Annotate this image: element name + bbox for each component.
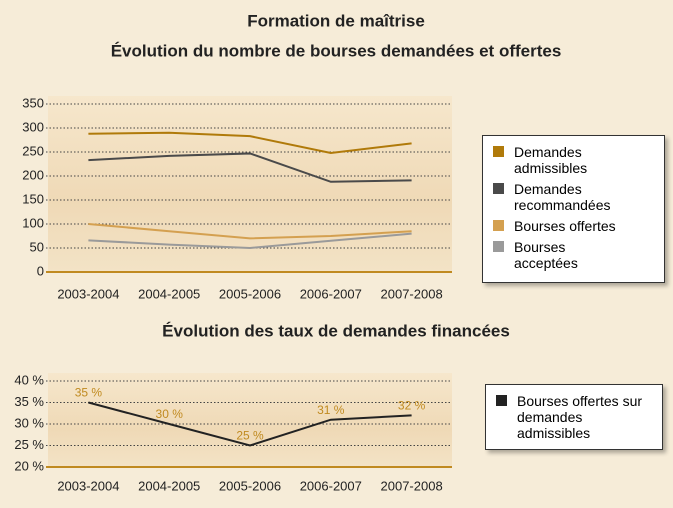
legend-swatch xyxy=(493,241,504,252)
y-tick-label: 50 xyxy=(30,239,44,254)
legend-label: Demandes recommandées xyxy=(514,181,611,213)
line xyxy=(88,232,412,250)
x-tick-label: 2007-2008 xyxy=(381,478,443,493)
legend: Bourses offertes sur demandes admissible… xyxy=(485,384,663,450)
line xyxy=(88,401,412,447)
legend: Demandes admissibles Demandes recommandée… xyxy=(482,135,665,283)
line xyxy=(88,131,412,154)
legend-label: Bourses offertes xyxy=(514,218,616,234)
y-tick-label: 250 xyxy=(22,143,44,158)
legend-label: Bourses offertes sur demandes admissible… xyxy=(517,393,643,441)
legend-label: Bourses acceptées xyxy=(514,239,578,271)
x-tick-label: 2006-2007 xyxy=(300,478,362,493)
x-tick-label: 2004-2005 xyxy=(138,286,200,301)
plot-area xyxy=(48,96,452,272)
data-label: 30 % xyxy=(156,407,184,421)
legend-swatch xyxy=(496,395,507,406)
data-label: 31 % xyxy=(317,403,345,417)
y-tick-label: 40 % xyxy=(14,372,44,387)
x-tick-label: 2005-2006 xyxy=(219,478,281,493)
data-label: 32 % xyxy=(398,399,426,413)
x-tick-label: 2005-2006 xyxy=(219,286,281,301)
legend-item: Bourses offertes xyxy=(491,218,656,234)
line xyxy=(88,152,412,183)
chart-subtitle: Évolution du nombre de bourses demandées… xyxy=(111,41,562,60)
y-tick-label: 100 xyxy=(22,215,44,230)
y-tick-label: 30 % xyxy=(14,415,44,430)
y-tick-label: 200 xyxy=(22,167,44,182)
chart-title: Formation de maîtrise xyxy=(247,11,425,30)
y-tick-label: 20 % xyxy=(14,458,44,473)
line xyxy=(88,223,412,240)
y-tick-label: 150 xyxy=(22,191,44,206)
x-tick-label: 2006-2007 xyxy=(300,286,362,301)
legend-label: Demandes admissibles xyxy=(514,144,588,176)
x-tick-label: 2003-2004 xyxy=(57,286,119,301)
legend-item: Bourses offertes sur demandes admissible… xyxy=(494,393,654,441)
data-label: 35 % xyxy=(75,386,103,400)
chart-title: Évolution des taux de demandes financées xyxy=(162,321,510,340)
legend-item: Demandes recommandées xyxy=(491,181,656,213)
data-label: 25 % xyxy=(236,429,264,443)
legend-swatch xyxy=(493,183,504,194)
x-tick-label: 2004-2005 xyxy=(138,478,200,493)
plot-area xyxy=(48,373,452,467)
legend-swatch xyxy=(493,220,504,231)
x-tick-label: 2007-2008 xyxy=(381,286,443,301)
y-tick-label: 0 xyxy=(37,263,44,278)
x-tick-label: 2003-2004 xyxy=(57,478,119,493)
y-tick-label: 35 % xyxy=(14,394,44,409)
y-tick-label: 25 % xyxy=(14,437,44,452)
legend-item: Demandes admissibles xyxy=(491,144,656,176)
y-tick-label: 350 xyxy=(22,95,44,110)
legend-swatch xyxy=(493,146,504,157)
y-tick-label: 300 xyxy=(22,119,44,134)
legend-item: Bourses acceptées xyxy=(491,239,656,271)
